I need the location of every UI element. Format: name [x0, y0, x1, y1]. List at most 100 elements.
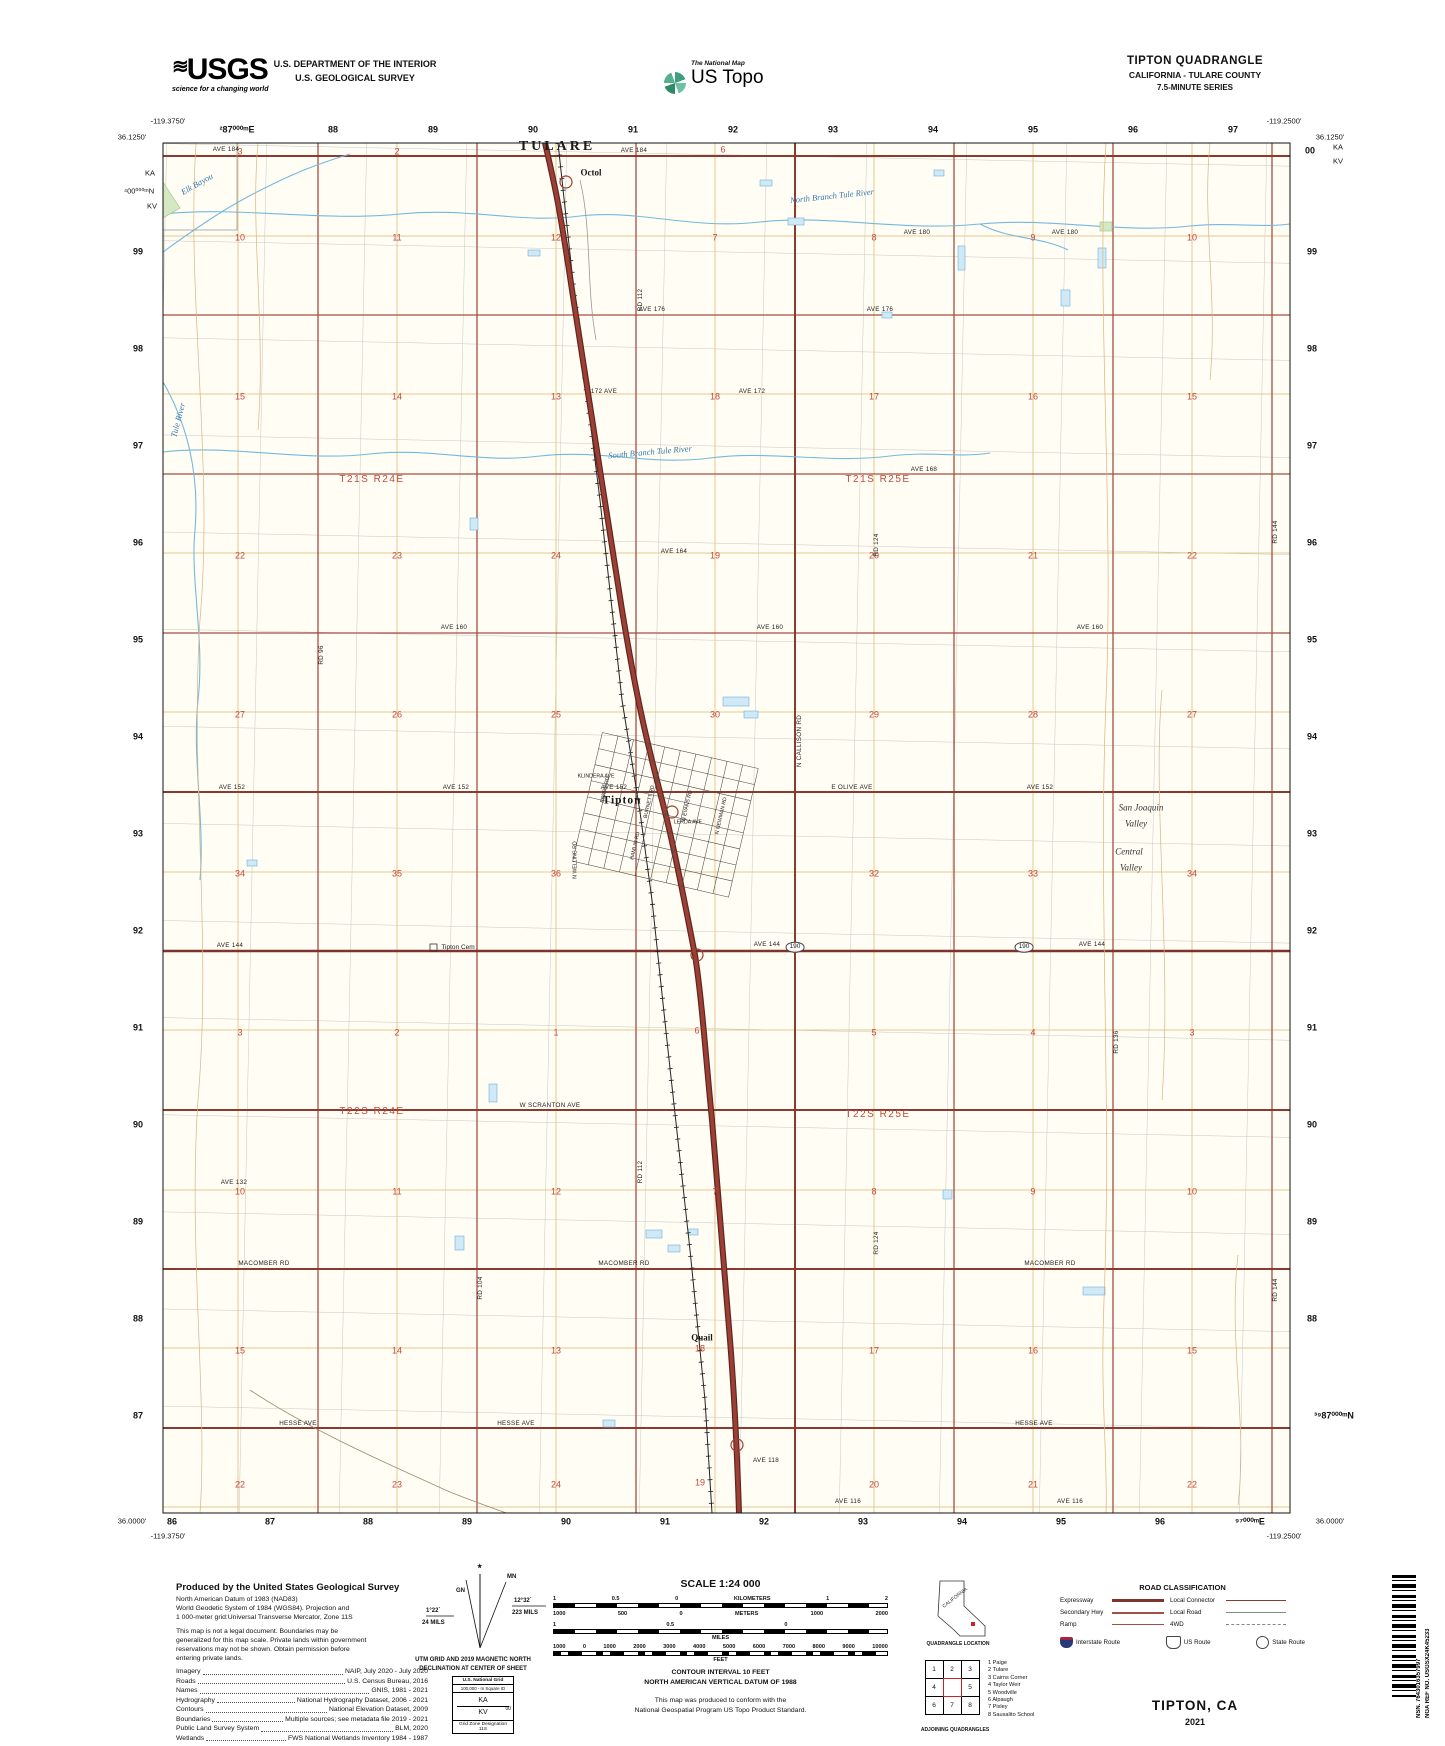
dept-line1: U.S. DEPARTMENT OF THE INTERIOR	[273, 59, 437, 69]
local-connector-line-sample	[1226, 1600, 1286, 1601]
scale-tick: 9000	[842, 1644, 855, 1650]
scale-bar-miles	[553, 1629, 888, 1634]
declination-diagram: ★ GN MN 1°22´ 24 MILS 12°32´ 223 MILS	[422, 1563, 546, 1649]
local-road-line-sample	[1226, 1612, 1286, 1613]
adjoining-name: 1 Paige	[988, 1660, 1007, 1666]
adjoining-name: 4 Taylor Weir	[988, 1682, 1021, 1689]
source-row: Roads U.S. Census Bureau, 2016	[176, 1677, 428, 1685]
scale-tick: 1	[553, 1622, 557, 1628]
scale-tick: 2000	[633, 1644, 646, 1650]
text-line: North American Datum of 1983 (NAD83)	[176, 1596, 298, 1603]
adjoining-cell: 7	[942, 1695, 962, 1715]
sheet-year: 2021	[1184, 1717, 1206, 1727]
scale-bar-km	[553, 1603, 888, 1608]
usng-square-id-label: 100,000 - m Square ID	[453, 1685, 513, 1693]
miles-ticks: 1 0.5 0	[553, 1622, 788, 1628]
scale-tick: 3000	[663, 1644, 676, 1650]
scale-tick: 0	[679, 1611, 683, 1617]
expressway-line-sample	[1112, 1599, 1164, 1602]
map-art	[163, 143, 1290, 1513]
source-row: Contours National Elevation Dataset, 2009	[176, 1706, 428, 1714]
scale-tick: 8000	[812, 1644, 825, 1650]
scale-title: SCALE 1:24 000	[680, 1578, 761, 1590]
adjoining-cell: 5	[960, 1677, 980, 1697]
text-line: 1 000-meter grid:Universal Transverse Me…	[176, 1614, 353, 1622]
legal-lines: This map is not a legal document. Bounda…	[176, 1627, 428, 1664]
sheet-title-block: TIPTON, CA 2021	[1100, 1698, 1290, 1727]
produced-block: Produced by the United States Geological…	[176, 1582, 428, 1743]
text-line: entering private lands.	[176, 1655, 243, 1663]
scale-tick: 0	[675, 1596, 679, 1602]
kilometers-ticks: 1 0.5 0 KILOMETERS 1 2	[553, 1596, 888, 1602]
scale-bar-feet	[553, 1651, 888, 1656]
usng-title: U.S. National Grid	[453, 1677, 513, 1685]
quadrangle-location-caption: QUADRANGLE LOCATION	[926, 1641, 990, 1647]
scale-tick: 0	[784, 1622, 788, 1628]
declination-caption: UTM GRID AND 2019 MAGNETIC NORTH DECLINA…	[415, 1657, 531, 1672]
usng-zone-value: 11S	[478, 1727, 488, 1732]
adjoining-name: 5 Woodville	[988, 1689, 1017, 1696]
mn-value: 12°32´	[514, 1598, 532, 1604]
us-route-shield-icon	[1165, 1636, 1181, 1649]
ustopo-logo: The National Map US Topo	[664, 60, 784, 94]
interstate-route-label: Interstate Route	[1076, 1639, 1121, 1646]
scale-tick: 1	[553, 1596, 557, 1602]
usng-square-ka: KA	[478, 1697, 488, 1704]
usng-zone-label: Grid Zone Designation	[459, 1722, 507, 1727]
legend-secondary-hwy: Secondary Hwy	[1060, 1609, 1104, 1616]
scale-tick: METERS	[735, 1611, 759, 1617]
secondary-hwy-line-sample	[1112, 1611, 1164, 1614]
quadrangle-location-map: CALIFORNIA	[937, 1580, 986, 1637]
text-line: generalized for this map scale. Private …	[176, 1636, 367, 1644]
usng-square-kv: KV	[478, 1709, 488, 1716]
gn-value: 1°22´	[426, 1608, 440, 1614]
usgs-logo: ≋USGS science for a changing world	[172, 53, 282, 94]
adjoining-name: 6 Alpaugh	[988, 1696, 1013, 1703]
adjoining-cell: 6	[924, 1695, 944, 1715]
adjoining-cell: 3	[960, 1659, 980, 1679]
text-line: reservations may not be shown. Obtain pe…	[176, 1645, 350, 1653]
gn-label: GN	[456, 1588, 465, 1594]
road-classification: ROAD CLASSIFICATION Expressway Local Con…	[1060, 1583, 1305, 1649]
produced-title: Produced by the United States Geological…	[176, 1582, 400, 1593]
department-heading: U.S. DEPARTMENT OF THE INTERIOR U.S. GEO…	[260, 58, 450, 85]
legend-ramp: Ramp	[1060, 1621, 1077, 1628]
ramp-line-sample	[1112, 1624, 1164, 1625]
california-label: CALIFORNIA	[942, 1586, 970, 1610]
conformance-note: This map was produced to conform with th…	[634, 1697, 807, 1715]
legend-local-connector: Local Connector	[1170, 1597, 1216, 1604]
adjoining-name: 8 Sausalito School	[988, 1711, 1035, 1718]
miles-unit: MILES	[711, 1635, 730, 1641]
scale-tick: 2	[884, 1596, 888, 1602]
ustopo-label: US Topo	[691, 67, 764, 88]
usgs-wave-icon: ≋	[172, 56, 189, 78]
scale-tick: 6000	[752, 1644, 766, 1650]
us-route-label: US Route	[1183, 1639, 1211, 1646]
scale-tick: 1000	[810, 1611, 824, 1617]
road-class-title: ROAD CLASSIFICATION	[1139, 1583, 1226, 1592]
adjoining-names: 1 Paige 2 Tulare 3 Cairns Corner 4 Taylor W…	[988, 1660, 1034, 1719]
source-row: Boundaries Multiple sources; see metadata…	[176, 1715, 428, 1723]
feet-ticks: 1000 0 1000 2000 3000 4000 5000 6000 7000 8000 900…	[553, 1644, 888, 1650]
text-line: This map is not a legal document. Bounda…	[176, 1627, 339, 1635]
quad-state-county: CALIFORNIA - TULARE COUNTY	[1128, 70, 1262, 80]
adjoining-caption: ADJOINING QUADRANGLES	[920, 1727, 990, 1733]
scale-tick: 1	[826, 1596, 830, 1602]
usgs-logo-text: USGS	[186, 53, 269, 86]
usng-corner: 00	[505, 1706, 511, 1712]
scale-tick: KILOMETERS	[733, 1596, 771, 1602]
state-route-circle-icon	[1256, 1636, 1270, 1649]
adjoining-cell: 1	[924, 1659, 944, 1679]
usgs-tagline: science for a changing world	[172, 86, 269, 93]
mn-mils: 223 MILS	[512, 1610, 538, 1616]
sheet-name: TIPTON, CA	[1151, 1698, 1239, 1713]
scale-tick: 2000	[875, 1611, 888, 1617]
mn-label: MN	[507, 1574, 516, 1580]
scale-tick: 500	[617, 1611, 628, 1617]
scale-tick: 1000	[553, 1611, 566, 1617]
scale-tick: 4000	[693, 1644, 706, 1650]
usng-box: U.S. National Grid 100,000 - m Square ID…	[452, 1676, 514, 1734]
adjoining-name: 7 Pixley	[988, 1704, 1008, 1711]
